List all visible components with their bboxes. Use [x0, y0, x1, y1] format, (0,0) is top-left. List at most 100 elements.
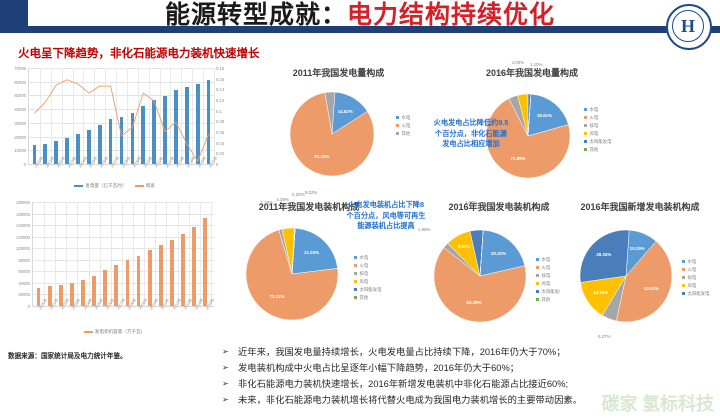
- legend-swatch: [396, 116, 399, 120]
- y-axis-tick: 80000: [18, 257, 30, 263]
- legend-item: 水电: [536, 256, 563, 264]
- gridline-v: [126, 68, 128, 164]
- legend-swatch: [682, 260, 685, 264]
- pie-svg: [245, 227, 339, 321]
- pie-value-label: 8.93%: [457, 243, 471, 249]
- legend-swatch: [396, 132, 399, 136]
- gridline: [33, 202, 222, 203]
- legend-swatch: [354, 264, 357, 268]
- pie-value-label: 14.82%: [337, 108, 353, 114]
- slide-header: 能源转型成就：电力结构持续优化 H: [0, 0, 720, 50]
- legend-swatch: [584, 116, 587, 120]
- data-source-note: 数据来源：国家统计局及电力统计年鉴。: [8, 353, 127, 360]
- y-axis-tick: 40000: [18, 280, 30, 286]
- y-axis-tick: 10000: [14, 148, 26, 154]
- pie-value-label: 20.32%: [491, 251, 506, 257]
- pie-value-label: 3.83%: [322, 68, 336, 74]
- gridline-v: [170, 68, 172, 164]
- legend-item: 核电: [584, 122, 611, 130]
- legend-swatch: [536, 266, 539, 270]
- gridline-v: [121, 202, 123, 306]
- plot-area-capacity_bar: [32, 202, 223, 307]
- legend-swatch: [354, 296, 357, 300]
- chart-legend-generation_combo: 发电量（亿千瓦时） 增速: [6, 183, 231, 189]
- y-axis-tick: 60000: [18, 269, 30, 275]
- pie-slice[interactable]: [291, 227, 338, 275]
- legend-label: 太阳能发电: [359, 287, 382, 292]
- pie-slice[interactable]: [324, 91, 336, 135]
- legend-swatch: [584, 108, 587, 112]
- y-axis-tick: 120000: [16, 234, 30, 240]
- pie-slice[interactable]: [245, 229, 339, 321]
- gridline-v: [39, 68, 41, 164]
- pie-slice[interactable]: [433, 247, 527, 323]
- gridline-v: [110, 202, 112, 306]
- gridline-v: [66, 202, 68, 306]
- legend-label: 火电: [541, 265, 551, 270]
- legend-item: 水电: [682, 258, 709, 266]
- slide-subtitle: 火电呈下降趋势，非化石能源电力装机快速增长: [18, 48, 260, 60]
- legend-label: 核电: [589, 123, 599, 128]
- legend-label: 其他: [359, 295, 369, 300]
- bar: [103, 270, 108, 306]
- legend-swatch: [536, 298, 539, 302]
- pie-legend-gen_2011: 水电 火电 其他: [396, 114, 410, 138]
- legend-label: 水电: [687, 259, 697, 264]
- bar: [158, 244, 163, 306]
- legend-swatch: [682, 284, 685, 288]
- pie-slice[interactable]: [479, 229, 484, 277]
- y2-axis-tick: 0.02: [216, 151, 225, 157]
- pie-value-label: 14.15%: [593, 289, 609, 295]
- legend-swatch: [584, 148, 587, 152]
- trend-line: [34, 79, 210, 163]
- pie-value-label: 81.34%: [314, 154, 330, 160]
- pie-legend-newcap_2016: 水电 火电 核电 风电 太阳能发电: [682, 258, 709, 298]
- y2-axis-tick: 0.08: [216, 119, 225, 125]
- pie-slice[interactable]: [579, 229, 630, 283]
- gridline-v: [61, 68, 63, 164]
- legend-label: 发电量（亿千瓦时）: [85, 183, 127, 188]
- legend-item: 发电量（亿千瓦时）: [74, 183, 127, 188]
- bullet-text: 近年来，我国发电量持续增长，火电发电量占比持续下降，2016年仍大于70%；: [238, 347, 566, 357]
- gridline-v: [181, 68, 183, 164]
- bar: [170, 239, 174, 306]
- pie-svg: [289, 91, 375, 177]
- bar: [58, 285, 63, 306]
- bar: [181, 233, 185, 306]
- pie-slice[interactable]: [485, 98, 571, 179]
- bar: [92, 276, 97, 306]
- legend-label: 其他: [541, 297, 551, 302]
- pie-slice[interactable]: [479, 229, 526, 277]
- bar: [130, 113, 135, 164]
- y-axis-tick: 50000: [14, 93, 26, 99]
- pie-slice[interactable]: [527, 93, 569, 137]
- bullet-item: ➢ 发电装机构成中火电占比呈逐年小幅下降趋势，2016年仍大于60%；: [222, 360, 716, 376]
- pie-slice[interactable]: [616, 240, 673, 323]
- gridline-v: [144, 202, 146, 306]
- pie-slice[interactable]: [289, 92, 375, 177]
- legend-label: 核电: [541, 273, 551, 278]
- chart-generation_combo: 0 10000 20000 30000 40000 50000 60000 70000 0 0.0…: [6, 62, 231, 190]
- legend-label: 火电: [589, 115, 599, 120]
- chart-gen_2011: 2011年我国发电量构成 14.82% 81.34% 3.83% 水电 火电 其他: [246, 66, 431, 190]
- bar: [32, 145, 37, 164]
- pie-slice[interactable]: [291, 227, 296, 275]
- bullet-text: 发电装机构成中火电占比呈逐年小幅下降趋势，2016年仍大于60%；: [238, 363, 520, 373]
- title-highlight: 电力结构持续优化: [347, 1, 556, 29]
- gridline: [29, 68, 214, 69]
- bar: [65, 137, 69, 164]
- bar: [114, 264, 119, 306]
- pie-slice[interactable]: [527, 93, 532, 137]
- callout-generation: 火电发电占比降低约9.5个百分点，非化石能源发电占比相应增加: [433, 118, 509, 148]
- pie-value-label: 10.25%: [629, 245, 645, 251]
- gridline-v: [166, 202, 168, 306]
- legend-item: 水电: [354, 254, 381, 262]
- legend-label: 太阳能发电: [687, 291, 710, 296]
- legend-item: 核电: [682, 274, 709, 282]
- legend-swatch: [584, 140, 587, 144]
- legend-label: 水电: [359, 255, 369, 260]
- pie-value-label: 1.10%: [529, 62, 543, 68]
- page-title: 能源转型成就：电力结构持续优化: [0, 0, 720, 30]
- pie-value-label: 3.54%: [493, 70, 506, 76]
- watermark: 碳家 氢标科技: [601, 394, 715, 414]
